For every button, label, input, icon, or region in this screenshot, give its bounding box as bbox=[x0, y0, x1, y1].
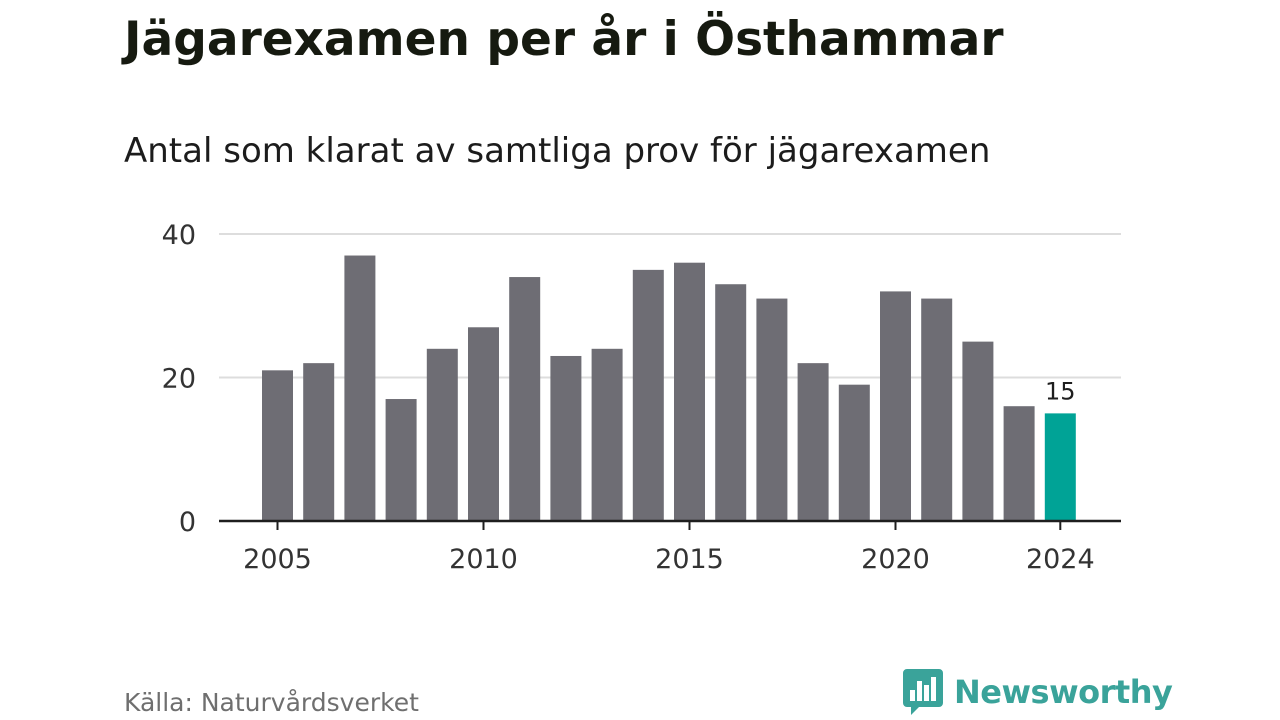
x-tick-label-2015: 2015 bbox=[655, 544, 724, 575]
x-axis-tick-labels: 2005 2010 2015 2020 2024 bbox=[243, 544, 1095, 575]
bar-2005 bbox=[262, 370, 293, 521]
data-label-2024: 15 bbox=[1045, 377, 1076, 405]
bar-2008 bbox=[385, 399, 417, 521]
y-tick-label-20: 20 bbox=[162, 364, 196, 395]
bar-2015 bbox=[674, 262, 705, 521]
bar-2013 bbox=[591, 348, 623, 521]
y-tick-label-0: 0 bbox=[179, 507, 196, 538]
bar-2009 bbox=[426, 348, 458, 521]
bar-2018 bbox=[797, 363, 829, 521]
bar-2016 bbox=[715, 284, 747, 521]
x-tick-label-2010: 2010 bbox=[449, 544, 518, 575]
y-axis-tick-labels: 0 20 40 bbox=[162, 220, 196, 538]
bar-2011 bbox=[509, 277, 541, 521]
bar-2019 bbox=[838, 384, 870, 521]
x-axis bbox=[219, 519, 1121, 530]
brand-name: Newsworthy bbox=[954, 673, 1173, 711]
data-labels: 15 bbox=[1045, 377, 1076, 405]
bar-2014 bbox=[632, 269, 664, 521]
brand-logo: Newsworthy bbox=[902, 668, 1173, 716]
x-tick-label-2005: 2005 bbox=[243, 544, 312, 575]
bar-2022 bbox=[962, 341, 994, 521]
bar-2006 bbox=[303, 363, 335, 521]
bar-2010 bbox=[468, 327, 499, 521]
chart-title: Jägarexamen per år i Östhammar bbox=[124, 12, 1004, 67]
bar-2023 bbox=[1003, 406, 1035, 521]
bar-2021 bbox=[921, 298, 953, 521]
bar-2012 bbox=[550, 355, 582, 521]
bar-chart-speech-bubble-icon bbox=[903, 669, 943, 715]
bars bbox=[262, 255, 1076, 521]
source-note: Källa: Naturvårdsverket bbox=[124, 688, 419, 717]
bar-2017 bbox=[756, 298, 788, 521]
x-tick-label-2020: 2020 bbox=[861, 544, 930, 575]
bar-2024 bbox=[1044, 413, 1076, 521]
bar-2007 bbox=[344, 255, 376, 521]
bar-chart: 0 20 40 2005 2010 2015 2020 2024 15 bbox=[162, 220, 1121, 575]
y-tick-label-40: 40 bbox=[162, 220, 196, 251]
x-tick-label-2024: 2024 bbox=[1026, 544, 1095, 575]
bar-2020 bbox=[880, 291, 911, 521]
chart-subtitle: Antal som klarat av samtliga prov för jä… bbox=[124, 131, 991, 171]
